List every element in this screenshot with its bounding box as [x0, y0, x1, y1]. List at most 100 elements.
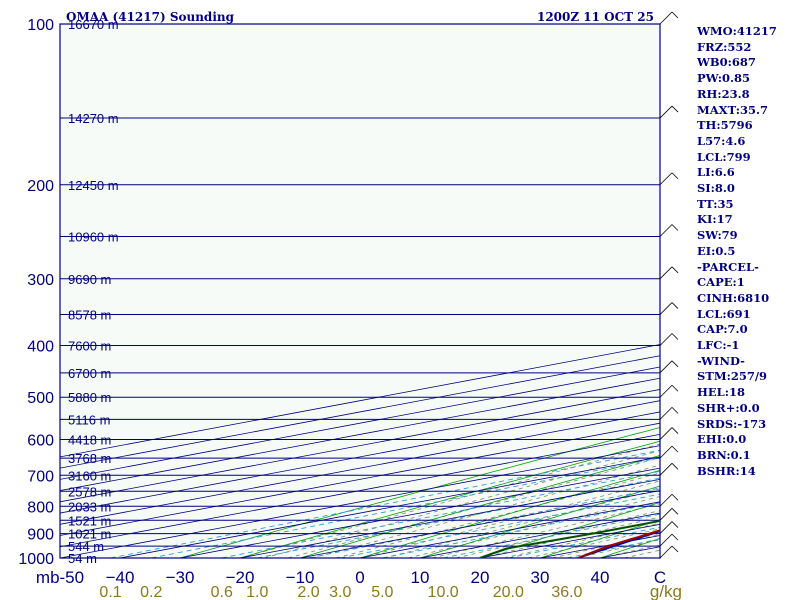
index-line: SI:8.0 [697, 181, 735, 196]
index-line: KI:17 [697, 212, 733, 227]
index-line: LCL:691 [697, 306, 751, 321]
index-line: SW:79 [697, 228, 738, 243]
index-line: -WIND- [697, 353, 745, 368]
index-line: CINH:6810 [697, 290, 770, 305]
height-label: 6700 m [68, 366, 111, 381]
isotherm [60, 389, 660, 503]
isotherm [119, 456, 660, 558]
wind-barb [659, 427, 679, 440]
mixing-ratio-tick-label: 0.2 [140, 584, 162, 600]
mixing-ratio-tick-label: 20.0 [493, 584, 524, 600]
temperature-tick-label: −20 [226, 568, 255, 587]
isobars [60, 23, 660, 559]
index-line: HEL:18 [697, 385, 745, 400]
index-line: FRZ:552 [697, 39, 752, 54]
height-label: 2033 m [68, 499, 111, 514]
isotherm [60, 400, 660, 514]
mixing-ratio-tick-label: 1.0 [246, 584, 268, 600]
temperature-tick-label: 40 [591, 568, 610, 587]
pressure-tick-label: 1000 [18, 551, 54, 568]
moist-adiabat [431, 503, 660, 558]
wind-barb [659, 105, 679, 119]
mixing-ratio-tick-label: 2.0 [297, 584, 319, 600]
height-label: 5880 m [68, 390, 111, 405]
wind-barb [659, 172, 679, 186]
wind-barb [659, 333, 679, 346]
wind-barb [659, 508, 679, 521]
wind-barbs [659, 11, 679, 559]
height-label: 544 m [68, 539, 104, 554]
index-line: L57:4.6 [697, 133, 746, 148]
height-labels: 16670 m 14270 m 12450 m 10960 m 9690 m 8578 m… [68, 17, 119, 566]
pressure-tick-label: 800 [27, 499, 54, 516]
mixing-ratio-tick-label: 36.0 [551, 584, 582, 600]
isotherm [60, 377, 660, 491]
height-label: 54 m [68, 551, 97, 566]
pressure-tick-label: 400 [27, 339, 54, 356]
isotherm [60, 422, 660, 536]
height-label: 5116 m [68, 412, 110, 427]
height-label: 1021 m [68, 527, 111, 542]
wind-barb [659, 360, 679, 374]
index-line: LFC:-1 [697, 338, 740, 353]
pressure-tick-label: 200 [27, 178, 54, 195]
wind-barb [659, 545, 679, 559]
height-label: 7600 m [68, 339, 111, 354]
height-label: 8578 m [68, 308, 111, 323]
temperature-tick-label: 20 [471, 568, 490, 587]
wind-barb [659, 445, 679, 459]
pressure-tick-label: 500 [27, 390, 54, 407]
height-label: 16670 m [68, 17, 119, 32]
wind-barb [659, 407, 679, 420]
index-line: -PARCEL- [697, 259, 759, 274]
height-label: 9690 m [68, 272, 111, 287]
index-line: BRN:0.1 [697, 447, 751, 462]
wind-barb [659, 462, 679, 476]
isotherm [60, 366, 660, 480]
height-label: 3768 m [68, 451, 111, 466]
index-line: EI:0.5 [697, 243, 736, 258]
index-line: CAPE:1 [697, 275, 745, 290]
temperature-tick-label: 10 [411, 568, 430, 587]
index-line: WMO:41217 [697, 24, 777, 38]
pressure-axis-labels: 100 200 300 400 500 600 700 800 900 1000 [18, 17, 54, 568]
index-line: LI:6.6 [697, 165, 735, 180]
mixing-ratio-tick-label: 10.0 [428, 584, 459, 600]
height-label: 1521 m [68, 513, 111, 528]
plot-frame [59, 23, 661, 559]
moist-adiabat [383, 488, 660, 558]
wind-barb [659, 521, 679, 534]
height-label: 12450 m [68, 178, 119, 193]
indices-panel: WMO:41217 FRZ:552 WB0:687 PW:0.85 RH:23.8 MAX… [697, 24, 797, 479]
mixing-ratio-tick-label: 5.0 [371, 584, 393, 600]
index-line: BSHR:14 [697, 463, 756, 478]
pressure-tick-label: 300 [27, 272, 54, 289]
pressure-tick-label: 100 [27, 17, 54, 34]
temperature-tick-label: −10 [286, 568, 315, 587]
index-line: RH:23.8 [697, 86, 750, 101]
index-line: STM:257/9 [697, 369, 768, 384]
height-label: 14270 m [68, 111, 119, 126]
temperature-tick-label: mb-50 [36, 568, 84, 587]
wind-barb [659, 493, 679, 507]
isotherm [60, 433, 660, 548]
index-line: SHR+:0.0 [697, 400, 760, 415]
temperature-tick-label: −30 [166, 568, 195, 587]
wind-barb [659, 302, 679, 315]
pressure-tick-label: 900 [27, 527, 54, 544]
moist-adiabat [311, 464, 660, 558]
temperature-axis-labels: mb-50 −40 −30 −20 −10 0 10 20 30 40 [36, 568, 610, 587]
wind-barb [659, 533, 679, 547]
height-label: 2578 m [68, 484, 111, 499]
wind-barb [659, 266, 679, 280]
pressure-tick-label: 700 [27, 468, 54, 485]
plot-background [60, 24, 660, 558]
mixing-ratio-tick-label: 3.0 [329, 584, 351, 600]
index-line: EHI:0.0 [697, 432, 747, 447]
isotherm [60, 411, 660, 525]
wind-barb [659, 384, 679, 398]
height-label: 3160 m [68, 468, 111, 483]
skewed-isotherms [60, 344, 660, 558]
mixing-ratio-unit: g/kg [650, 582, 682, 600]
temperature-tick-label: 30 [531, 568, 550, 587]
